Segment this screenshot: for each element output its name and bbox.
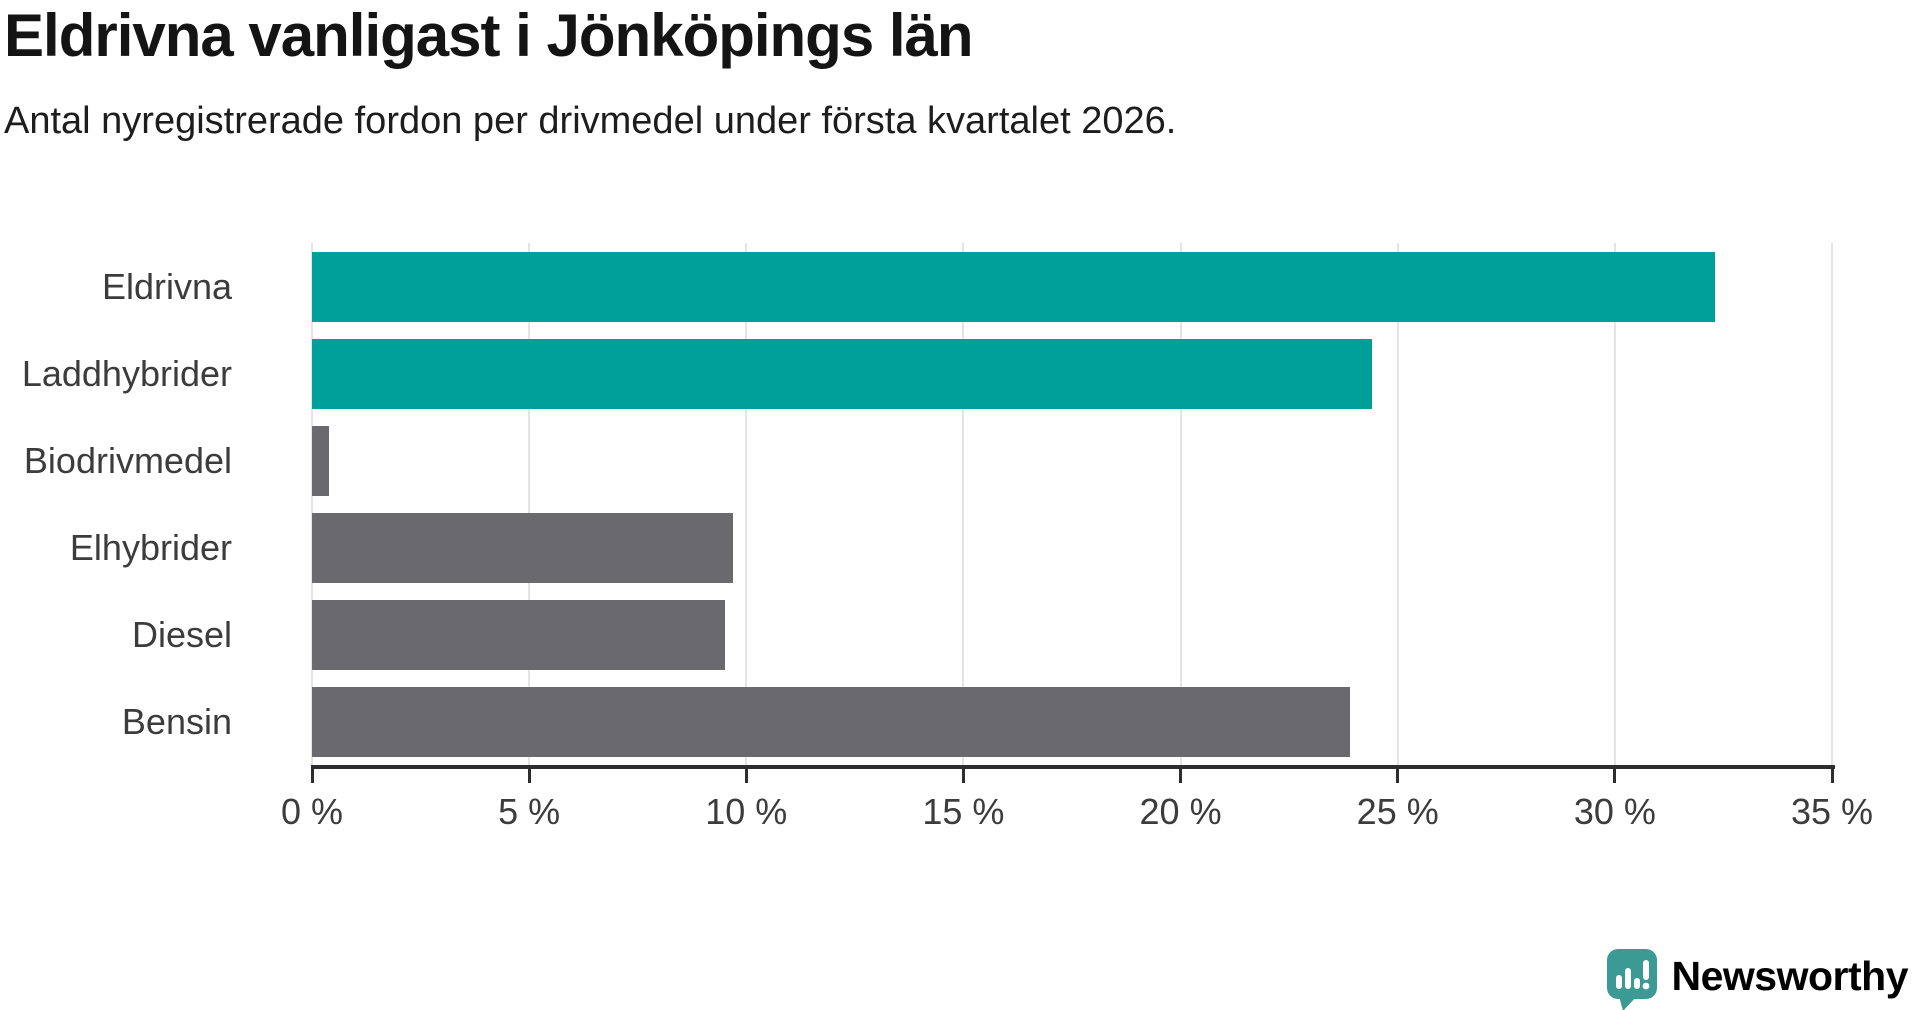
axis-tick: [1179, 767, 1183, 783]
axis-tick: [1613, 767, 1617, 783]
bar-row: Laddhybrider: [0, 330, 1920, 417]
bar-area: [312, 243, 1832, 330]
bar-area: [312, 591, 1832, 678]
category-label: Bensin: [121, 700, 232, 742]
axis-tick-label: 10 %: [705, 791, 788, 832]
bar-row: Diesel: [0, 591, 1920, 678]
axis-tick: [1396, 767, 1400, 783]
bar-area: [312, 504, 1832, 591]
axis-tick-label: 20 %: [1139, 791, 1222, 832]
bar-row: Biodrivmedel: [0, 417, 1920, 504]
bar-elhybrider: [312, 512, 734, 583]
gridline: [1396, 243, 1399, 765]
gridlines: [311, 243, 1833, 765]
bar-laddhybrider: [312, 338, 1372, 409]
category-label: Diesel: [131, 613, 232, 655]
x-axis-ticks: 0 % 5 % 10 % 15 % 20 % 25 % 30 % 35 %: [281, 767, 1873, 839]
newsworthy-logo-text: Newsworthy: [1671, 953, 1909, 999]
bar-biodrivmedel: [312, 425, 330, 496]
axis-tick-label: 0 %: [280, 791, 344, 832]
bar-diesel: [312, 599, 725, 670]
chart-title: Eldrivna vanligast i Jönköpings län: [4, 2, 974, 69]
bar-row: Bensin: [0, 678, 1920, 765]
gridline: [1613, 243, 1616, 765]
bar-area: [312, 417, 1832, 504]
newsworthy-logo: Newsworthy: [1606, 948, 1909, 1010]
axis-tick-label: 15 %: [922, 791, 1005, 832]
bar-eldrivna: [312, 251, 1715, 322]
bar-row: Eldrivna: [0, 243, 1920, 330]
bar-area: [312, 330, 1832, 417]
axis-tick-label: 30 %: [1573, 791, 1656, 832]
gridline: [745, 243, 748, 765]
category-label: Eldrivna: [101, 265, 232, 307]
bar-area: [312, 678, 1832, 765]
bar-row: Elhybrider: [0, 504, 1920, 591]
axis-tick: [744, 767, 748, 783]
axis-tick: [310, 767, 314, 783]
gridline: [528, 243, 531, 765]
axis-tick: [961, 767, 965, 783]
category-label: Biodrivmedel: [23, 439, 232, 481]
gridline: [1179, 243, 1182, 765]
axis-tick-label: 5 %: [498, 791, 561, 832]
axis-tick-label: 35 %: [1790, 791, 1874, 832]
newsworthy-logo-icon: [1606, 948, 1658, 1010]
axis-tick: [527, 767, 531, 783]
axis-tick-label: 25 %: [1356, 791, 1439, 832]
gridline: [962, 243, 965, 765]
gridline: [311, 243, 313, 765]
chart-subtitle: Antal nyregistrerade fordon per drivmede…: [4, 100, 1177, 142]
category-label: Elhybrider: [69, 526, 232, 568]
gridline: [1831, 243, 1833, 765]
x-axis-line: [311, 765, 1835, 769]
bar-rows: Eldrivna Laddhybrider Biodrivmedel Elhyb…: [0, 243, 1920, 765]
bar-bensin: [312, 686, 1350, 757]
category-label: Laddhybrider: [21, 352, 232, 394]
axis-tick: [1830, 767, 1834, 783]
